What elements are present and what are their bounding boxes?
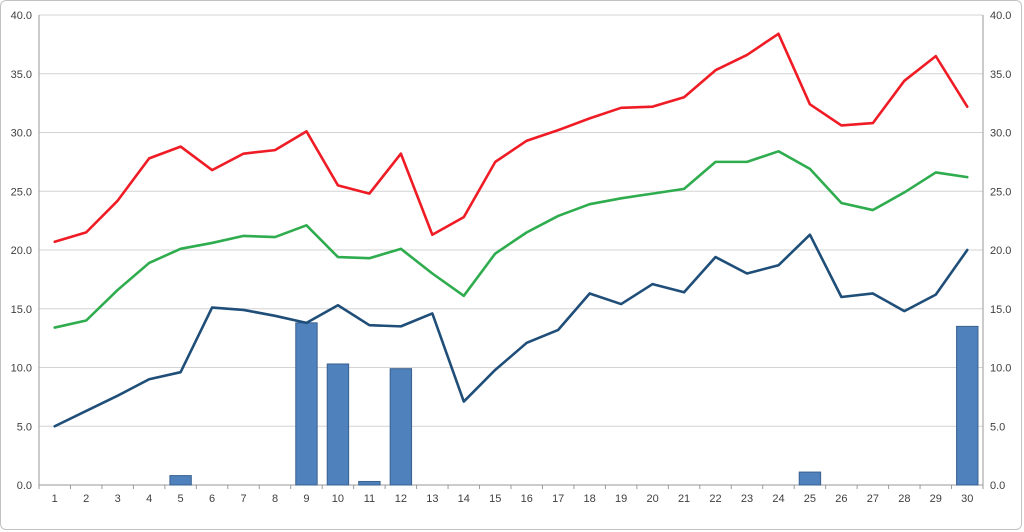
bar-bars xyxy=(956,325,979,486)
x-axis-label: 27 xyxy=(867,493,879,505)
x-axis-label: 11 xyxy=(364,493,375,505)
x-axis-label: 16 xyxy=(521,493,533,505)
y-axis-label-right: 20.0 xyxy=(990,245,1011,257)
x-axis-label: 29 xyxy=(930,493,942,505)
x-axis-label: 5 xyxy=(178,493,184,505)
y-axis-label-right: 30.0 xyxy=(990,128,1011,140)
x-axis-label: 28 xyxy=(898,493,910,505)
bar-bars xyxy=(798,471,822,486)
x-axis-label: 17 xyxy=(552,493,564,505)
y-axis-label-left: 20.0 xyxy=(11,245,32,257)
x-axis-label: 14 xyxy=(458,493,470,505)
x-axis-label: 19 xyxy=(615,493,627,505)
line-series-blue xyxy=(53,233,969,428)
bar-bars xyxy=(389,368,413,486)
x-axis-label: 12 xyxy=(395,493,407,505)
y-axis-label-left: 10.0 xyxy=(11,363,32,375)
bar-bars xyxy=(295,322,318,486)
y-axis-label-right: 10.0 xyxy=(990,363,1011,375)
y-axis-label-right: 5.0 xyxy=(990,421,1005,433)
x-axis-label: 21 xyxy=(678,493,690,505)
bar-bars xyxy=(169,475,192,486)
line-series-red xyxy=(53,32,969,244)
x-axis-label: 20 xyxy=(646,493,658,505)
x-axis-label: 9 xyxy=(303,493,309,505)
x-axis-label: 26 xyxy=(835,493,847,505)
y-axis-label-right: 25.0 xyxy=(990,186,1011,198)
x-axis-label: 2 xyxy=(83,493,89,505)
x-axis-label: 8 xyxy=(272,493,278,505)
y-axis-label-left: 15.0 xyxy=(11,304,32,316)
y-axis-label-left: 25.0 xyxy=(11,186,32,198)
line-series-green xyxy=(53,150,969,329)
y-axis-label-left: 30.0 xyxy=(11,128,32,140)
bar-bars xyxy=(326,363,350,486)
y-axis-label-left: 5.0 xyxy=(17,421,32,433)
y-axis-label-right: 15.0 xyxy=(990,304,1011,316)
x-axis-label: 15 xyxy=(489,493,501,505)
x-axis-label: 3 xyxy=(115,493,121,505)
x-axis-label: 1 xyxy=(52,493,58,505)
x-axis-label: 23 xyxy=(741,493,753,505)
x-axis-label: 24 xyxy=(772,493,784,505)
y-axis-label-left: 0.0 xyxy=(17,480,32,492)
y-axis-label-left: 40.0 xyxy=(11,10,32,22)
y-axis-label-left: 35.0 xyxy=(11,69,32,81)
x-axis-label: 13 xyxy=(426,493,438,505)
x-axis-label: 7 xyxy=(240,493,246,505)
x-axis-label: 10 xyxy=(332,493,344,505)
x-axis-label: 30 xyxy=(961,493,973,505)
x-axis-label: 4 xyxy=(146,493,152,505)
x-axis-label: 18 xyxy=(584,493,596,505)
y-axis-label-right: 40.0 xyxy=(990,10,1011,22)
y-axis-label-right: 35.0 xyxy=(990,69,1011,81)
x-axis-label: 6 xyxy=(209,493,215,505)
x-axis-label: 22 xyxy=(709,493,721,505)
y-axis-label-right: 0.0 xyxy=(990,480,1005,492)
bar-bars xyxy=(358,480,381,486)
x-axis-label: 25 xyxy=(804,493,816,505)
